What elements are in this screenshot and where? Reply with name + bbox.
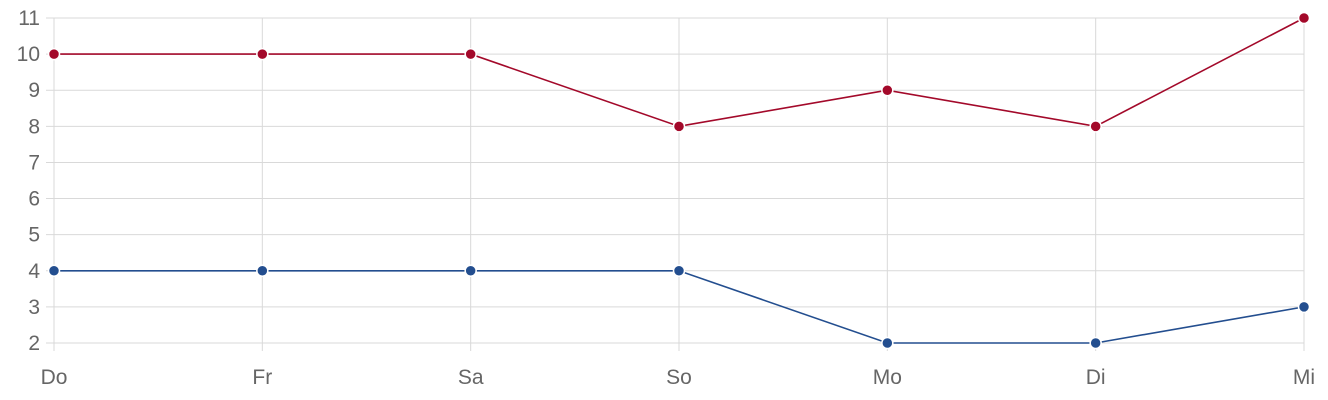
y-tick-label: 2 <box>28 332 40 355</box>
y-tick-label: 5 <box>28 224 40 247</box>
data-point[interactable] <box>256 47 269 61</box>
grid <box>46 17 1305 351</box>
data-point[interactable] <box>881 83 894 97</box>
y-tick-label: 10 <box>17 43 40 66</box>
data-point[interactable] <box>47 264 61 278</box>
data-point[interactable] <box>464 47 477 61</box>
series-group <box>47 11 1311 350</box>
y-tick-label: 6 <box>28 188 40 211</box>
series-2 <box>47 264 1311 350</box>
y-tick-label: 3 <box>28 296 40 319</box>
data-point[interactable] <box>1297 300 1311 314</box>
data-point[interactable] <box>1297 11 1311 25</box>
y-axis-ticks: 2 3 4 5 6 7 8 9 10 11 <box>17 7 41 355</box>
data-point[interactable] <box>256 264 269 278</box>
x-tick-label: Di <box>1086 366 1106 389</box>
x-tick-label: Do <box>41 366 68 389</box>
data-point[interactable] <box>881 336 894 350</box>
x-tick-label: Fr <box>252 366 272 389</box>
data-point[interactable] <box>464 264 477 278</box>
data-point[interactable] <box>672 264 686 278</box>
x-tick-label: Mo <box>873 366 902 389</box>
x-tick-label: Mi <box>1293 366 1315 389</box>
series-1 <box>47 11 1311 133</box>
y-tick-label: 9 <box>28 79 40 102</box>
x-tick-label: So <box>666 366 692 389</box>
data-point[interactable] <box>47 47 61 61</box>
x-tick-label: Sa <box>458 366 484 389</box>
y-tick-label: 11 <box>18 7 40 30</box>
y-tick-label: 4 <box>28 260 40 283</box>
y-tick-label: 7 <box>28 151 40 174</box>
data-point[interactable] <box>672 120 686 133</box>
data-point[interactable] <box>1089 336 1102 350</box>
y-tick-label: 8 <box>28 115 40 138</box>
data-point[interactable] <box>1089 120 1102 133</box>
x-axis-ticks: Do Fr Sa So Mo Di Mi <box>41 366 1316 389</box>
